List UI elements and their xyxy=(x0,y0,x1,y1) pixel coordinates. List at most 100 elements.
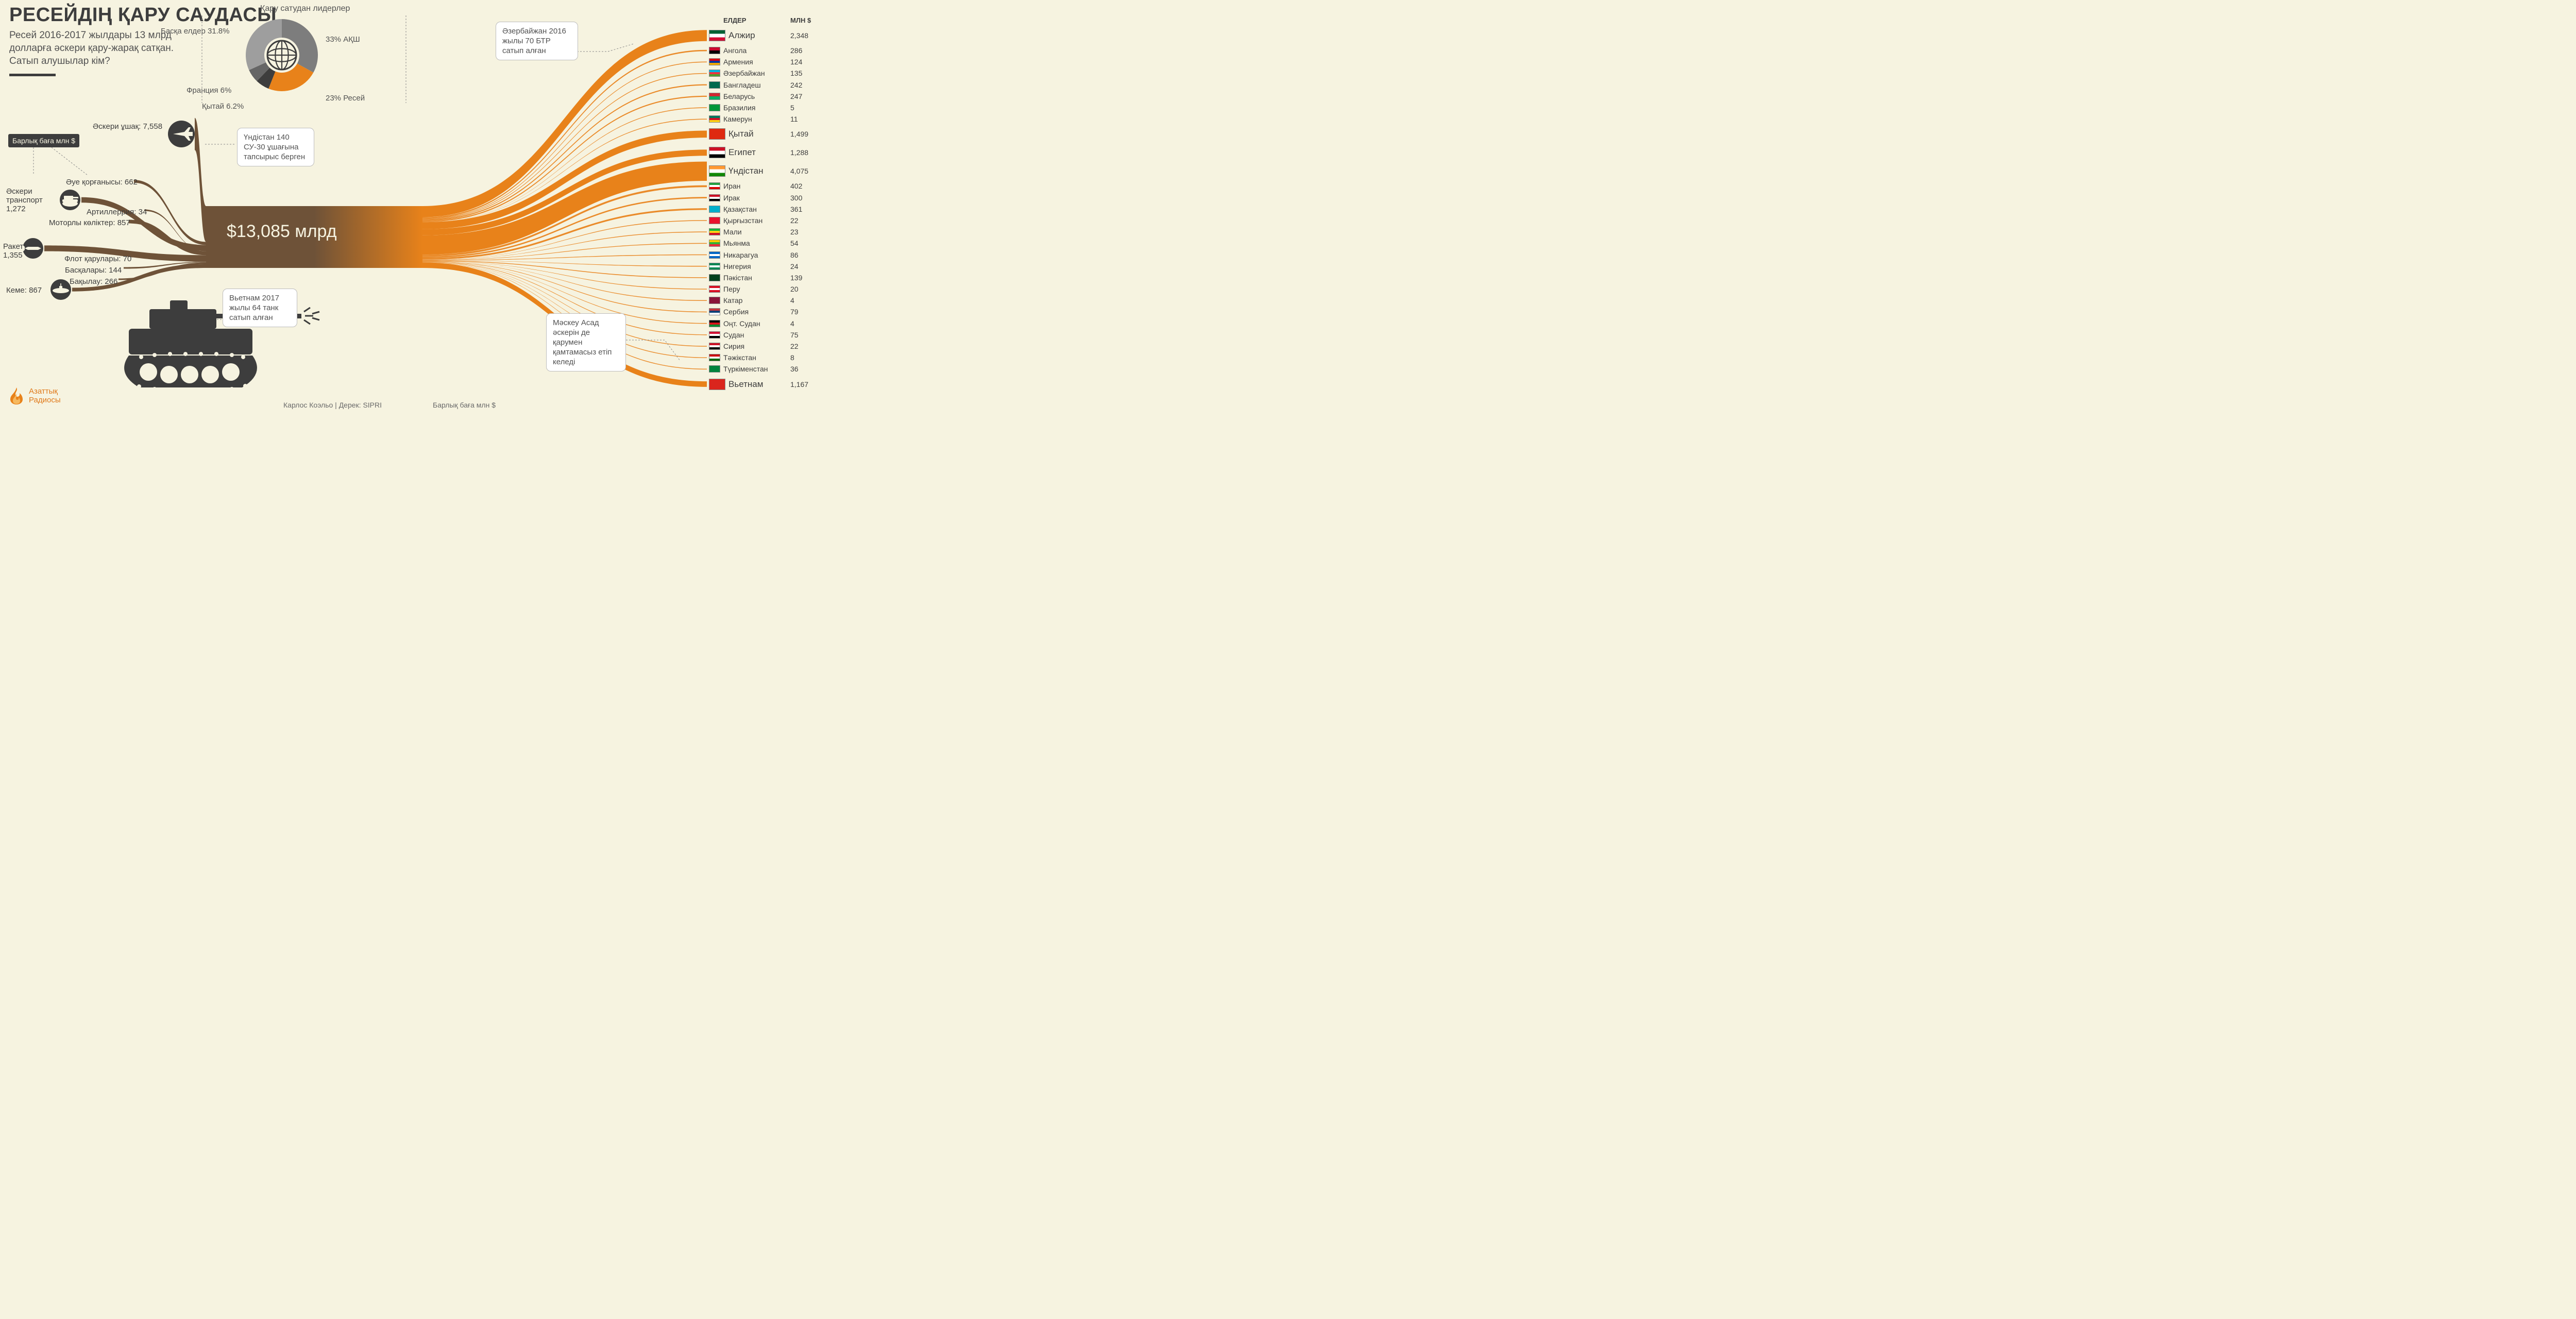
table-row: Катар4 xyxy=(709,295,817,306)
country-value: 1,167 xyxy=(790,380,817,388)
tank-illustration xyxy=(103,291,340,415)
flag-icon xyxy=(709,182,720,190)
logo: АзаттықРадиосы xyxy=(7,386,61,405)
globe-icon xyxy=(265,39,298,72)
category-label: Әскери ұшақ: 7,558 xyxy=(93,122,162,131)
flag-icon xyxy=(709,30,725,41)
category-label: Әскери транспорт 1,272 xyxy=(6,187,47,213)
country-name: Сирия xyxy=(723,342,790,350)
country-name: Ирак xyxy=(723,194,790,202)
flag-icon xyxy=(709,81,720,89)
country-name: Мали xyxy=(723,228,790,236)
table-row: Тәжікстан8 xyxy=(709,352,817,363)
col-country: ЕЛДЕР xyxy=(723,16,790,24)
flag-icon xyxy=(709,128,725,140)
flag-icon xyxy=(709,147,725,158)
country-value: 286 xyxy=(790,46,817,55)
country-value: 22 xyxy=(790,342,817,350)
table-row: Судан75 xyxy=(709,329,817,341)
category-label: Флот қарулары: 70 xyxy=(64,255,131,263)
country-name: Судан xyxy=(723,331,790,339)
category-label: Артиллеррия: 34 xyxy=(87,208,147,216)
flag-icon xyxy=(709,165,725,177)
flag-icon xyxy=(709,343,720,350)
country-value: 124 xyxy=(790,58,817,66)
country-value: 86 xyxy=(790,251,817,259)
country-name: Қазақстан xyxy=(723,205,790,213)
pie-label: Басқа елдер 31.8% xyxy=(161,27,230,36)
callout: Үндістан 140 СУ-30 ұшағына тапсырыс берг… xyxy=(237,128,314,166)
flag-icon xyxy=(709,251,720,259)
table-row: Алжир2,348 xyxy=(709,26,817,45)
price-tag: Барлық баға млн $ xyxy=(8,134,79,147)
flame-icon xyxy=(7,386,26,405)
country-table-header: ЕЛДЕР МЛН $ xyxy=(709,16,817,24)
pie-label: Қытай 6.2% xyxy=(202,102,244,111)
country-name: Сербия xyxy=(723,308,790,316)
table-row: Камерун11 xyxy=(709,113,817,125)
country-name: Перу xyxy=(723,285,790,293)
country-value: 1,288 xyxy=(790,148,817,157)
table-row: Қазақстан361 xyxy=(709,204,817,215)
callout: Мәскеу Асад әскерін де қарумен қамтамасы… xyxy=(546,313,626,371)
flag-icon xyxy=(709,194,720,201)
country-name: Вьетнам xyxy=(728,379,790,390)
flag-icon xyxy=(709,379,725,390)
sankey-outflow xyxy=(422,261,707,290)
country-value: 8 xyxy=(790,353,817,362)
page-title: РЕСЕЙДІҢ ҚАРУ САУДАСЫ xyxy=(9,4,277,26)
pie-chart: 33% АҚШ23% РесейҚытай 6.2%Франция 6%Басқ… xyxy=(243,16,398,122)
flag-icon xyxy=(709,228,720,235)
country-value: 247 xyxy=(790,92,817,100)
table-row: Мьянма54 xyxy=(709,238,817,249)
flag-icon xyxy=(709,104,720,111)
flag-icon xyxy=(709,263,720,270)
country-value: 5 xyxy=(790,104,817,112)
table-row: Беларусь247 xyxy=(709,91,817,102)
country-name: Бразилия xyxy=(723,104,790,112)
table-row: Түркіменстан36 xyxy=(709,363,817,375)
table-row: Иран402 xyxy=(709,180,817,192)
table-row: Египет1,288 xyxy=(709,143,817,162)
country-value: 1,499 xyxy=(790,130,817,138)
table-row: Бангладеш242 xyxy=(709,79,817,91)
flag-icon xyxy=(709,331,720,339)
country-value: 20 xyxy=(790,285,817,293)
country-table: ЕЛДЕР МЛН $ Алжир2,348Ангола286Армения12… xyxy=(709,16,817,394)
country-name: Қырғызстан xyxy=(723,216,790,225)
table-row: Сирия22 xyxy=(709,341,817,352)
table-row: Бразилия5 xyxy=(709,102,817,113)
table-row: Қытай1,499 xyxy=(709,125,817,143)
table-row: Пәкістан139 xyxy=(709,272,817,283)
country-value: 36 xyxy=(790,365,817,373)
flag-icon xyxy=(709,320,720,327)
country-name: Иран xyxy=(723,182,790,190)
sankey-outflow xyxy=(422,73,707,220)
country-name: Никарагуа xyxy=(723,251,790,259)
country-value: 4,075 xyxy=(790,167,817,175)
country-value: 24 xyxy=(790,262,817,270)
pie-label: Франция 6% xyxy=(187,86,231,95)
callout: Әзербайжан 2016 жылы 70 БТР сатып алған xyxy=(496,22,578,60)
flag-icon xyxy=(709,47,720,54)
table-row: Армения124 xyxy=(709,56,817,67)
table-row: Ирак300 xyxy=(709,192,817,204)
country-name: Үндістан xyxy=(728,166,790,176)
category-label: Ракеталар 1,355 xyxy=(3,242,44,260)
table-row: Перу20 xyxy=(709,283,817,295)
flag-icon xyxy=(709,297,720,304)
category-label: Моторлы көліктер: 857 xyxy=(49,218,130,227)
table-row: Вьетнам1,167 xyxy=(709,375,817,394)
table-row: Мали23 xyxy=(709,226,817,238)
flag-icon xyxy=(709,308,720,315)
table-row: Сербия79 xyxy=(709,306,817,317)
flag-icon xyxy=(709,240,720,247)
footer-note: Барлық баға млн $ xyxy=(433,401,496,409)
flag-icon xyxy=(709,58,720,65)
flag-icon xyxy=(709,70,720,77)
country-name: Армения xyxy=(723,58,790,66)
logo-line1: Азаттық xyxy=(29,387,58,396)
country-value: 11 xyxy=(790,115,817,123)
category-label: Басқалары: 144 xyxy=(65,266,122,275)
table-row: Оңт. Судан4 xyxy=(709,318,817,329)
